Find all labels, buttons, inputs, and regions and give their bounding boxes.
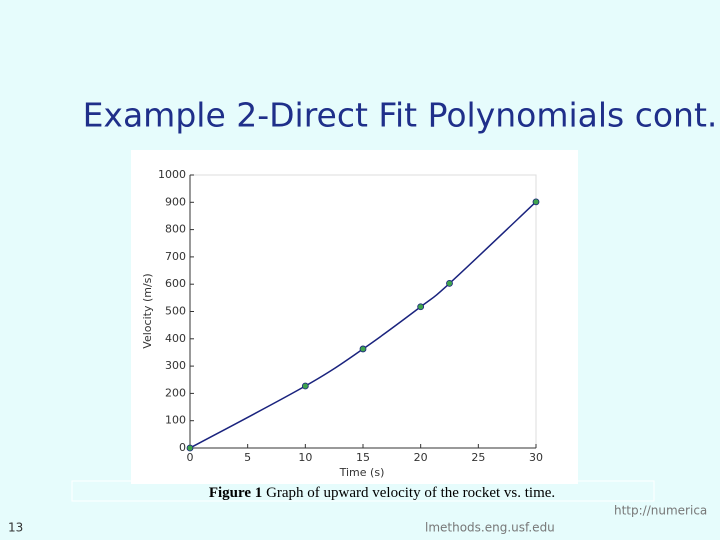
data-point bbox=[186, 444, 194, 452]
y-axis-label: Velocity (m/s) bbox=[141, 273, 154, 348]
data-point bbox=[359, 345, 367, 353]
y-tick-label: 1000 bbox=[158, 168, 186, 181]
caption-text: Graph of upward velocity of the rocket v… bbox=[266, 485, 555, 501]
y-tick-label: 300 bbox=[165, 359, 186, 372]
y-tick-label: 500 bbox=[165, 305, 186, 318]
data-point bbox=[446, 279, 453, 287]
data-point bbox=[417, 303, 425, 311]
caption-box bbox=[71, 480, 655, 502]
x-tick-label: 15 bbox=[356, 451, 370, 464]
x-tick-label: 20 bbox=[414, 451, 428, 464]
y-tick-label: 600 bbox=[165, 277, 186, 290]
data-point bbox=[532, 198, 540, 206]
data-point bbox=[301, 382, 309, 390]
y-tick-label: 700 bbox=[165, 250, 186, 263]
x-tick-label: 0 bbox=[187, 451, 194, 464]
chart-area bbox=[131, 150, 578, 484]
y-tick-label: 0 bbox=[179, 441, 186, 454]
y-tick-label: 400 bbox=[165, 332, 186, 345]
x-tick-label: 30 bbox=[529, 451, 543, 464]
y-tick-label: 900 bbox=[165, 195, 186, 208]
x-tick-label: 10 bbox=[298, 451, 312, 464]
fit-curve bbox=[189, 201, 537, 449]
caption: Figure 1 Graph of upward velocity of the… bbox=[209, 485, 555, 501]
slide-title: Example 2-Direct Fit Polynomials cont. bbox=[83, 96, 718, 135]
y-tick-label: 100 bbox=[165, 414, 186, 427]
x-tick-label: 5 bbox=[244, 451, 251, 464]
page-number: 13 bbox=[8, 521, 23, 535]
url-right: http://numerica bbox=[614, 504, 707, 518]
y-tick-label: 200 bbox=[165, 386, 186, 399]
caption-label: Figure 1 bbox=[209, 485, 262, 501]
x-axis-label: Time (s) bbox=[339, 466, 385, 479]
x-tick-label: 25 bbox=[471, 451, 485, 464]
y-tick-label: 800 bbox=[165, 223, 186, 236]
url-bottom: lmethods.eng.usf.edu bbox=[425, 521, 555, 535]
